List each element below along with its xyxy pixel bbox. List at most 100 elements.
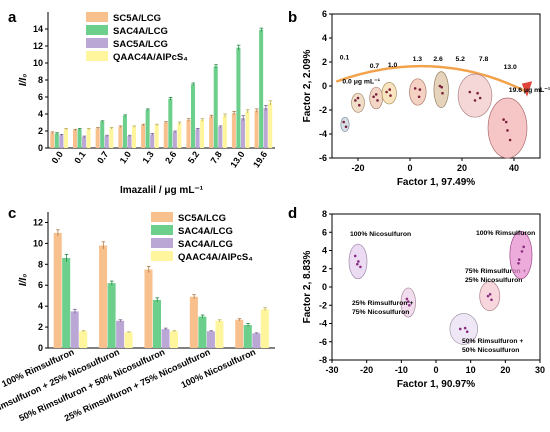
bar <box>213 66 218 148</box>
data-point <box>356 262 359 266</box>
cluster-label: 100% Rimsulfuron <box>476 230 535 237</box>
bar <box>170 331 179 348</box>
x-tick-label: 0 <box>433 365 438 375</box>
bar <box>163 122 168 148</box>
y-tick-label: 0 <box>38 143 43 153</box>
bar <box>150 134 155 148</box>
y-tick-label: 6 <box>322 9 327 19</box>
bar <box>215 320 224 348</box>
concentration-label: 5.2 <box>456 56 466 63</box>
concentration-label: 1.3 <box>413 56 423 63</box>
data-point <box>356 96 360 100</box>
data-point <box>486 294 490 298</box>
legend-label: SAC4A/LCG <box>178 226 233 237</box>
bar <box>152 299 161 348</box>
cluster-label: 75% Rimsulfuron +25% Nicosulfuron <box>465 268 526 284</box>
y-tick-label: 2 <box>38 322 43 332</box>
data-point <box>506 129 509 132</box>
bar <box>236 47 241 149</box>
bar <box>118 126 123 148</box>
x-tick-label: 30 <box>535 365 545 375</box>
data-point <box>517 261 520 265</box>
bar <box>124 332 133 348</box>
data-point <box>354 99 357 102</box>
bar <box>172 131 177 148</box>
y-tick-label: 4 <box>38 301 43 311</box>
confidence-ellipse <box>409 78 427 106</box>
y-tick-label: -2 <box>319 105 327 115</box>
data-point <box>385 90 388 94</box>
y-tick-label: 10 <box>33 58 43 68</box>
data-point <box>488 293 492 296</box>
confidence-ellipse <box>340 116 350 132</box>
legend-swatch <box>86 25 108 35</box>
data-point <box>502 118 505 121</box>
x-tick-label: -10 <box>395 365 408 375</box>
data-point <box>388 88 392 91</box>
bar <box>245 111 250 148</box>
x-tick-label: 13.0 <box>228 149 246 169</box>
data-point <box>376 99 379 102</box>
legend-label: QAAC4A/AIPcS₄ <box>113 52 188 63</box>
y-tick-label: -4 <box>319 319 327 329</box>
x-tick-label: 7.8 <box>209 149 224 165</box>
x-tick-label: 2.6 <box>163 149 178 165</box>
bar <box>109 128 114 148</box>
x-tick-label: 0.1 <box>72 149 87 165</box>
data-point <box>465 330 469 334</box>
bar <box>206 331 215 348</box>
y-tick-label: 0 <box>38 343 43 353</box>
bar <box>116 320 125 348</box>
bar <box>177 123 182 148</box>
panel-d-letter: d <box>288 205 297 222</box>
data-point <box>344 125 348 129</box>
legend-swatch <box>151 238 173 248</box>
x-tick-label: -20 <box>360 365 373 375</box>
x-tick-label: 20 <box>457 163 467 173</box>
concentration-label: 0.7 <box>370 63 380 70</box>
legend-swatch <box>86 38 108 48</box>
x-axis-title: Imazalil / μg mL⁻¹ <box>120 185 204 196</box>
y-tick-label: 4 <box>38 109 43 119</box>
bar <box>209 116 214 148</box>
data-point <box>353 254 357 258</box>
y-tick-label: -6 <box>319 337 327 347</box>
legend-label: QAAC4A/AIPcS₄ <box>178 252 253 263</box>
data-point <box>504 120 508 124</box>
confidence-ellipse <box>381 82 397 105</box>
data-point <box>476 91 479 95</box>
concentration-label: 2.6 <box>433 56 443 63</box>
bar <box>222 115 227 148</box>
bar <box>235 319 244 348</box>
legend-swatch <box>151 225 173 235</box>
data-point <box>372 95 375 99</box>
y-tick-label: -2 <box>319 300 327 310</box>
confidence-ellipse <box>449 313 478 345</box>
cluster-label: 25% Rimsulfuron +75% Nicosulfuron <box>352 300 413 316</box>
bar <box>145 109 150 148</box>
y-tick-label: 2 <box>322 264 327 274</box>
bar <box>260 309 269 348</box>
data-point <box>517 258 521 261</box>
legend-swatch <box>86 12 108 22</box>
panel-c-letter: c <box>8 205 16 222</box>
y-tick-label: 10 <box>33 238 43 248</box>
data-point <box>441 91 444 95</box>
x-axis-title: Factor 1, 97.49% <box>397 177 475 188</box>
panel-a-letter: a <box>8 9 17 26</box>
data-point <box>342 120 346 124</box>
y-tick-label: 6 <box>38 92 43 102</box>
y-axis-title: I/I₀ <box>18 274 29 286</box>
y-tick-label: 2 <box>38 126 43 136</box>
panel-b-letter: b <box>288 9 297 26</box>
bar <box>252 333 261 348</box>
bar <box>127 136 132 148</box>
legend-label: SAC4A/LCG <box>178 239 233 250</box>
bar <box>54 133 59 148</box>
concentration-label: 1.0 <box>388 62 398 69</box>
bar <box>82 136 87 148</box>
data-point <box>458 327 462 331</box>
